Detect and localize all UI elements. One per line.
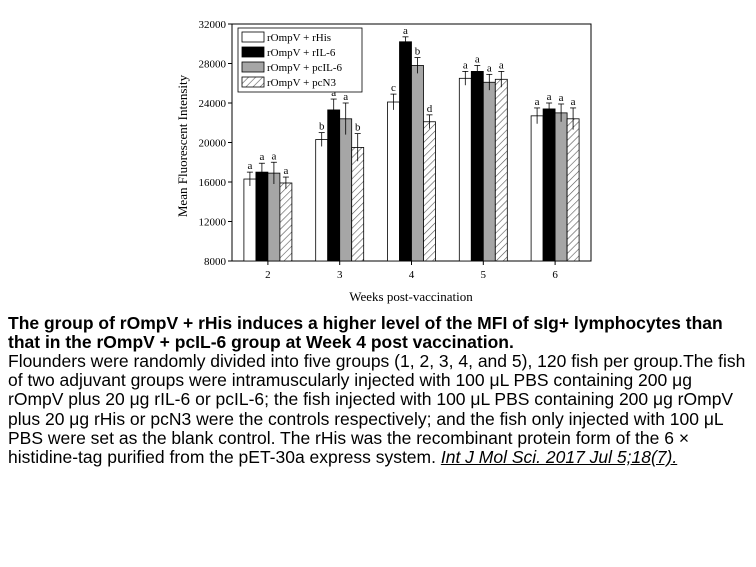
legend-label: rOmpV + pcN3 (267, 77, 336, 89)
bar (530, 115, 544, 262)
significance-letter: a (259, 151, 264, 163)
legend-swatch (241, 61, 265, 73)
bar (566, 118, 580, 262)
significance-letter: a (547, 91, 552, 103)
bar-chart: Mean Fluorescent Intensity Weeks post-va… (175, 19, 592, 304)
bar (542, 108, 556, 262)
x-tick-label: 5 (481, 269, 487, 281)
bar (482, 81, 496, 262)
figure-caption: The group of rOmpV + rHis induces a high… (8, 314, 752, 467)
significance-letter: a (283, 165, 288, 177)
caption-body: Flounders were randomly divided into fiv… (8, 351, 752, 468)
bar (351, 147, 365, 262)
y-tick-label: 32000 (199, 19, 227, 31)
significance-letter: a (403, 25, 408, 37)
significance-letter: a (499, 59, 504, 71)
significance-letter: a (331, 87, 336, 99)
citation-link[interactable]: Int J Mol Sci. 2017 Jul 5;18(7). (440, 447, 678, 468)
caption-title: The group of rOmpV + rHis induces a high… (8, 313, 723, 352)
bar (387, 101, 400, 262)
y-axis-label: Mean Fluorescent Intensity (175, 74, 190, 217)
significance-letter: a (535, 96, 540, 108)
significance-letter: c (391, 82, 396, 94)
bar (423, 121, 436, 262)
bar (267, 172, 281, 262)
x-tick-label: 3 (337, 269, 343, 281)
legend-swatch (241, 46, 265, 58)
bar (327, 109, 341, 262)
significance-letter: a (271, 150, 276, 162)
legend-label: rOmpV + rIL-6 (267, 47, 336, 59)
significance-letter: a (343, 91, 348, 103)
bar (255, 171, 269, 262)
significance-letter: a (559, 92, 564, 104)
bar (315, 139, 329, 262)
x-tick-label: 6 (552, 269, 558, 281)
y-tick-label: 24000 (199, 98, 227, 110)
bar (339, 118, 353, 262)
bar (458, 77, 472, 262)
y-tick-label: 28000 (199, 59, 227, 71)
bar (411, 65, 424, 262)
significance-letter: b (355, 122, 361, 134)
caption-body-text: Flounders were randomly divided into fiv… (8, 351, 746, 468)
significance-letter: a (475, 53, 480, 65)
x-tick-label: 4 (409, 269, 415, 281)
bar (470, 71, 484, 262)
legend-label: rOmpV + rHis (267, 32, 331, 44)
significance-letter: b (319, 121, 325, 133)
bar (554, 112, 568, 262)
significance-letter: a (487, 62, 492, 74)
y-tick-label: 20000 (199, 138, 227, 150)
legend-swatch (241, 76, 265, 88)
significance-letter: a (571, 96, 576, 108)
y-tick-label: 8000 (204, 256, 227, 268)
bar (494, 78, 508, 262)
legend: rOmpV + rHis rOmpV + rIL-6 rOmpV + pcIL-6 r… (237, 27, 363, 93)
legend-swatch (241, 31, 265, 43)
y-tick-label: 16000 (199, 177, 227, 189)
bar (399, 41, 412, 262)
x-tick-label: 2 (265, 269, 271, 281)
bar (279, 182, 293, 262)
significance-letter: a (463, 59, 468, 71)
x-axis-label: Weeks post-vaccination (349, 289, 473, 304)
legend-label: rOmpV + pcIL-6 (267, 62, 343, 74)
bar (243, 178, 257, 262)
significance-letter: b (415, 46, 421, 58)
significance-letter: a (247, 160, 252, 172)
significance-letter: d (427, 103, 433, 115)
y-tick-label: 12000 (199, 217, 227, 229)
